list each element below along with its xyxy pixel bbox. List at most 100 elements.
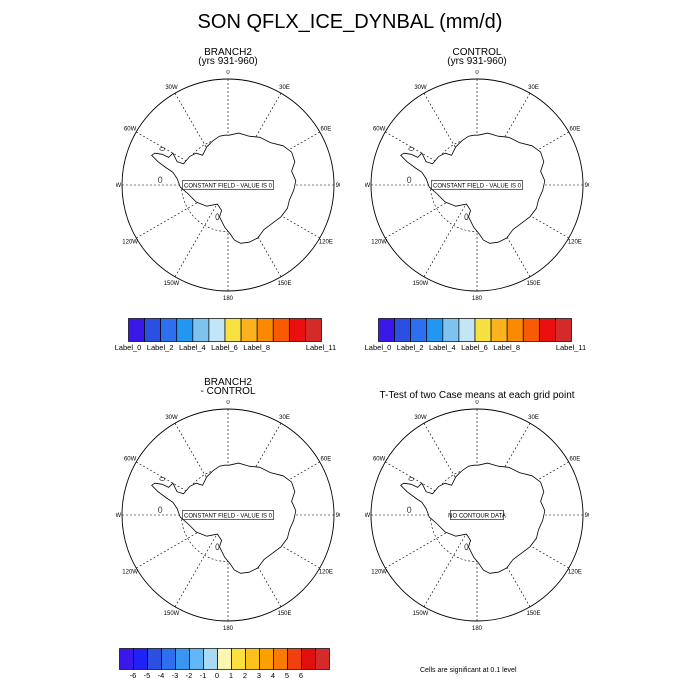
island-outline [464, 543, 469, 551]
map-message-box: NO CONTOUR DATA [448, 510, 506, 520]
colorbar-swatch [192, 318, 210, 342]
colorbar-difference-labels: -6 -5 -4 -3 -2 -1 0 1 2 3 4 5 6 [119, 671, 330, 683]
longitude-label: 30E [528, 85, 539, 91]
longitude-label: 90W [365, 183, 371, 189]
longitude-label: 90E [585, 513, 589, 519]
longitude-label: 60W [124, 127, 137, 133]
island-outline [158, 506, 163, 513]
longitude-label: 120E [568, 240, 582, 246]
colorbar-label: Label_0 [114, 343, 142, 352]
longitude-label: 120W [122, 240, 138, 246]
colorbar-label: -2 [185, 671, 193, 680]
colorbar-control [378, 318, 572, 342]
main-title: SON QFLX_ICE_DYNBAL (mm/d) [197, 11, 503, 33]
longitude-label: 0 [226, 400, 230, 406]
colorbar-label: -1 [199, 671, 207, 680]
longitude-label: 120W [371, 570, 387, 576]
island-outline [159, 147, 166, 151]
longitude-label: 60E [321, 127, 332, 133]
colorbar-control-labels: Label_0 Label_2 Label_4 Label_6 Label_8 Label… [365, 343, 587, 355]
colorbar-swatch [506, 318, 524, 342]
map-message-box: CONSTANT FIELD - VALUE IS 0 [182, 180, 274, 190]
colorbar-label: 2 [242, 671, 248, 680]
colorbar-label: -3 [171, 671, 179, 680]
colorbar-swatch [240, 318, 258, 342]
longitude-label: 180 [223, 296, 234, 300]
colorbar-swatch [394, 318, 412, 342]
panel-title-branch2: BRANCH2 (yrs 931-960) [128, 48, 328, 67]
polar-map-ttest: 0 30E 60E 90E 120E 150E 180 150W 120W 90W 60W 30W NO… [365, 400, 589, 630]
longitude-label: 90W [116, 183, 122, 189]
polar-map-difference: 0 30E 60E 90E 120E 150E 180 150W 120W 90W 60W 30W CO… [116, 400, 340, 630]
colorbar-label: 5 [284, 671, 290, 680]
colorbar-swatch [458, 318, 476, 342]
colorbar-swatch [208, 318, 226, 342]
longitude-label: 120E [568, 570, 582, 576]
colorbar-swatch [189, 648, 204, 670]
longitude-label: 150E [526, 611, 540, 617]
longitude-label: 30E [279, 415, 290, 421]
longitude-label: 60E [570, 127, 581, 133]
panel-title-line1: T-Test of two Case means at each grid po… [379, 390, 575, 401]
longitude-label: 30W [414, 415, 427, 421]
longitude-label: 60W [373, 127, 386, 133]
longitude-label: 150W [164, 281, 180, 287]
longitude-label: 90E [336, 513, 340, 519]
colorbar-label: Label_2 [396, 343, 424, 352]
longitude-label: 30W [165, 415, 178, 421]
longitude-label: 30W [165, 85, 178, 91]
colorbar-label: 6 [298, 671, 304, 680]
colorbar-swatch [555, 318, 572, 342]
panel-title-line2: (yrs 931-960) [447, 56, 507, 67]
island-outline [408, 147, 415, 151]
colorbar-swatch [217, 648, 232, 670]
longitude-label: 30E [279, 85, 290, 91]
polar-map-control: 0 30E 60E 90E 120E 150E 180 150W 120W 90W 60W 30W CO… [365, 70, 589, 300]
longitude-label: 150E [526, 281, 540, 287]
longitude-label: 90W [116, 513, 122, 519]
colorbar-swatch [128, 318, 145, 342]
colorbar-swatch [119, 648, 134, 670]
island-outline [408, 477, 415, 481]
island-outline [464, 213, 469, 221]
map-message-text: CONSTANT FIELD - VALUE IS 0 [184, 514, 273, 520]
longitude-label: 150E [277, 611, 291, 617]
longitude-label: 0 [475, 400, 479, 406]
longitude-label: 90E [336, 183, 340, 189]
island-outline [159, 477, 166, 481]
colorbar-swatch [288, 318, 306, 342]
longitude-label: 60W [373, 457, 386, 463]
colorbar-label: -5 [143, 671, 151, 680]
colorbar-swatch [224, 318, 242, 342]
map-message-box: CONSTANT FIELD - VALUE IS 0 [431, 180, 523, 190]
panel-title-difference: BRANCH2 - CONTROL [128, 378, 328, 397]
island-outline [158, 176, 163, 183]
longitude-label: 150W [413, 611, 429, 617]
colorbar-swatch [133, 648, 148, 670]
colorbar-swatch [426, 318, 444, 342]
map-message-text: CONSTANT FIELD - VALUE IS 0 [184, 184, 273, 190]
colorbar-difference [119, 648, 330, 670]
colorbar-swatch [442, 318, 460, 342]
longitude-label: 150W [164, 611, 180, 617]
longitude-label: 120W [122, 570, 138, 576]
colorbar-label: 4 [270, 671, 276, 680]
colorbar-swatch [161, 648, 176, 670]
colorbar-swatch [256, 318, 274, 342]
colorbar-swatch [272, 318, 290, 342]
panel-title-line2: - CONTROL [200, 386, 256, 397]
longitude-label: 90W [365, 513, 371, 519]
colorbar-label: Label_2 [146, 343, 174, 352]
longitude-label: 150W [413, 281, 429, 287]
colorbar-swatch [474, 318, 492, 342]
longitude-label: 0 [226, 70, 230, 76]
colorbar-label: -6 [129, 671, 137, 680]
colorbar-label: Label_4 [428, 343, 456, 352]
panel-title-ttest: T-Test of two Case means at each grid po… [327, 390, 627, 401]
island-outline [215, 543, 220, 551]
longitude-label: 180 [223, 626, 234, 630]
colorbar-swatch [273, 648, 288, 670]
colorbar-branch2-labels: Label_0 Label_2 Label_4 Label_6 Label_8 Label… [115, 343, 337, 355]
map-message-text: CONSTANT FIELD - VALUE IS 0 [433, 184, 522, 190]
colorbar-swatch [176, 318, 194, 342]
